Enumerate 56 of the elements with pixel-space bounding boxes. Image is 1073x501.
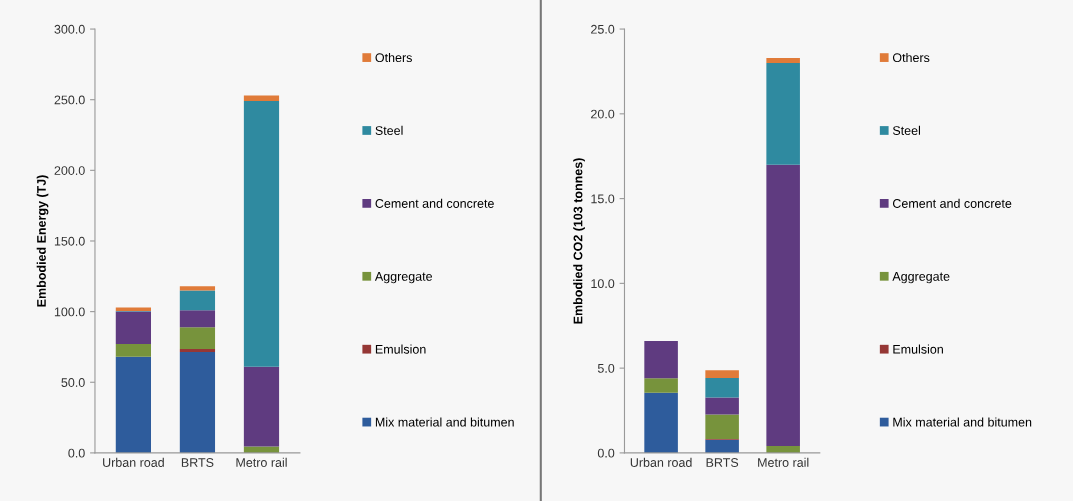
legend-label: Others — [375, 52, 412, 63]
y-tick-label: 0.0 — [68, 448, 85, 458]
y-tick-label: 15.0 — [591, 194, 615, 204]
x-tick-label: BRTS — [706, 458, 739, 467]
y-axis-title: Embodied Energy (TJ) — [36, 175, 49, 307]
legend-label: Aggregate — [374, 272, 433, 284]
y-tick-label: 50.0 — [61, 378, 85, 387]
legend-label: Steel — [892, 125, 920, 135]
bar — [179, 327, 216, 350]
bar — [115, 356, 151, 453]
bar — [179, 349, 216, 352]
x-tick-label: BRTS — [181, 458, 214, 467]
y-tick-label: 100.0 — [54, 307, 85, 317]
bar — [644, 378, 678, 393]
bar — [179, 351, 216, 453]
bar — [179, 310, 216, 328]
legend-label: Others — [892, 52, 930, 63]
bar — [705, 377, 739, 398]
y-tick-label: 10.0 — [591, 279, 615, 289]
bar — [766, 62, 800, 165]
x-tick-label: Metro rail — [236, 457, 287, 467]
bar — [115, 344, 151, 357]
legend-label: Cement and concrete — [892, 198, 1012, 208]
legend-label: Mix material and bitumen — [893, 417, 1032, 427]
bar — [766, 164, 800, 447]
legend-label: Emulsion — [893, 344, 943, 354]
x-tick-label: Urban road — [630, 457, 692, 467]
bar — [179, 290, 216, 311]
x-tick-label: Metro rail — [758, 457, 809, 467]
y-axis-title: Embodied CO2 (103 tonnes) — [573, 158, 585, 324]
legend-label: Mix material and bitumen — [375, 417, 514, 427]
legend-label: Cement and concrete — [375, 198, 494, 208]
y-tick-label: 250.0 — [54, 95, 85, 105]
legend-label: Aggregate — [892, 272, 950, 284]
bar — [705, 439, 739, 453]
y-tick-label: 300.0 — [54, 24, 85, 34]
bar — [243, 95, 280, 102]
bar — [243, 101, 280, 367]
bar — [705, 370, 739, 378]
bar — [705, 397, 739, 415]
y-tick-label: 150.0 — [54, 236, 85, 246]
y-tick-label: 5.0 — [597, 363, 615, 373]
bar — [179, 286, 216, 291]
legend-label: Emulsion — [375, 344, 426, 354]
bar — [644, 341, 678, 379]
y-tick-label: 200.0 — [54, 166, 85, 175]
bar — [644, 392, 678, 453]
bar — [766, 57, 800, 63]
x-tick-label: Urban road — [103, 457, 164, 467]
bar — [705, 414, 739, 439]
y-tick-label: 20.0 — [591, 109, 615, 119]
y-tick-label: 0.0 — [597, 448, 615, 458]
y-tick-label: 25.0 — [591, 24, 615, 34]
legend-label: Steel — [375, 125, 403, 135]
bar — [243, 366, 280, 447]
bar — [115, 311, 151, 345]
